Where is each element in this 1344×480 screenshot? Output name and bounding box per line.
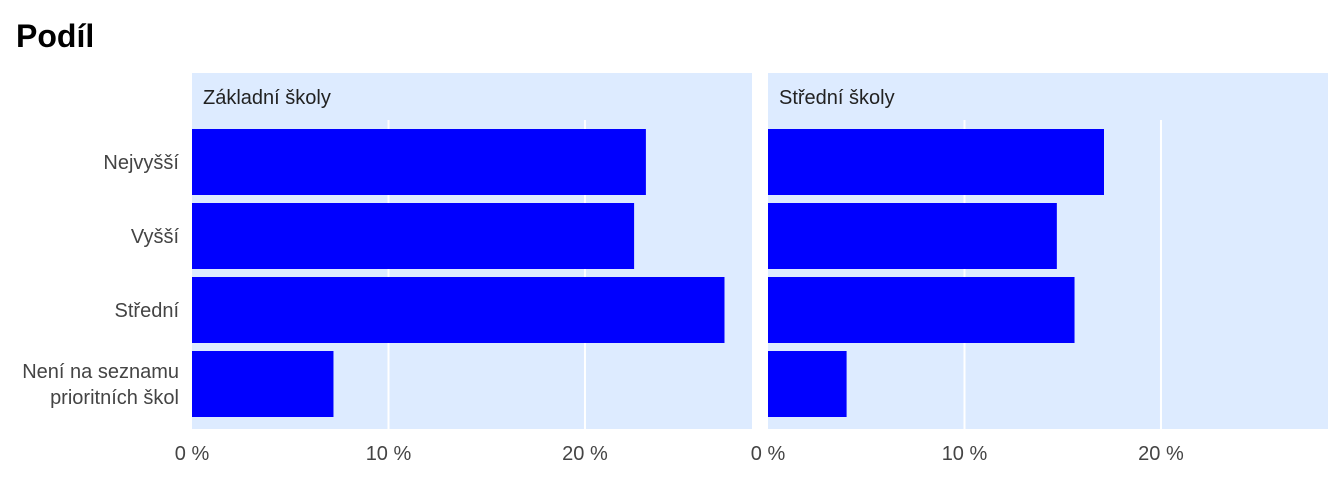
bar <box>768 277 1075 343</box>
panel-strip <box>192 73 752 120</box>
panel-strip-label: Střední školy <box>779 87 895 109</box>
tick-label: 20 % <box>562 443 608 465</box>
bar <box>192 203 635 269</box>
panel: Střední školy 0 % 10 % 20 % <box>751 73 1328 465</box>
category-label: Střední <box>115 300 180 322</box>
category-label: Není na seznamu prioritních škol <box>22 361 179 409</box>
bar <box>192 351 334 417</box>
tick-label: 20 % <box>1138 443 1184 465</box>
category-labels: Nejvyšší Vyšší Střední Není na seznamu prior… <box>22 152 179 409</box>
category-label: Nejvyšší <box>103 152 179 174</box>
tick-label: 0 % <box>175 443 210 465</box>
tick-label: 10 % <box>942 443 988 465</box>
bar <box>192 129 646 195</box>
bar <box>768 129 1104 195</box>
chart-title: Podíl <box>16 18 95 54</box>
panel-strip <box>768 73 1328 120</box>
category-label: Vyšší <box>131 226 180 248</box>
chart-panels: Základní školy 0 % 10 % 20 % Střední školy 0 … <box>175 73 1328 465</box>
tick-label: 10 % <box>366 443 412 465</box>
bar <box>768 351 847 417</box>
panel-strip-label: Základní školy <box>203 87 331 109</box>
panel: Základní školy 0 % 10 % 20 % <box>175 73 752 465</box>
tick-label: 0 % <box>751 443 786 465</box>
bar <box>768 203 1057 269</box>
bar <box>192 277 725 343</box>
